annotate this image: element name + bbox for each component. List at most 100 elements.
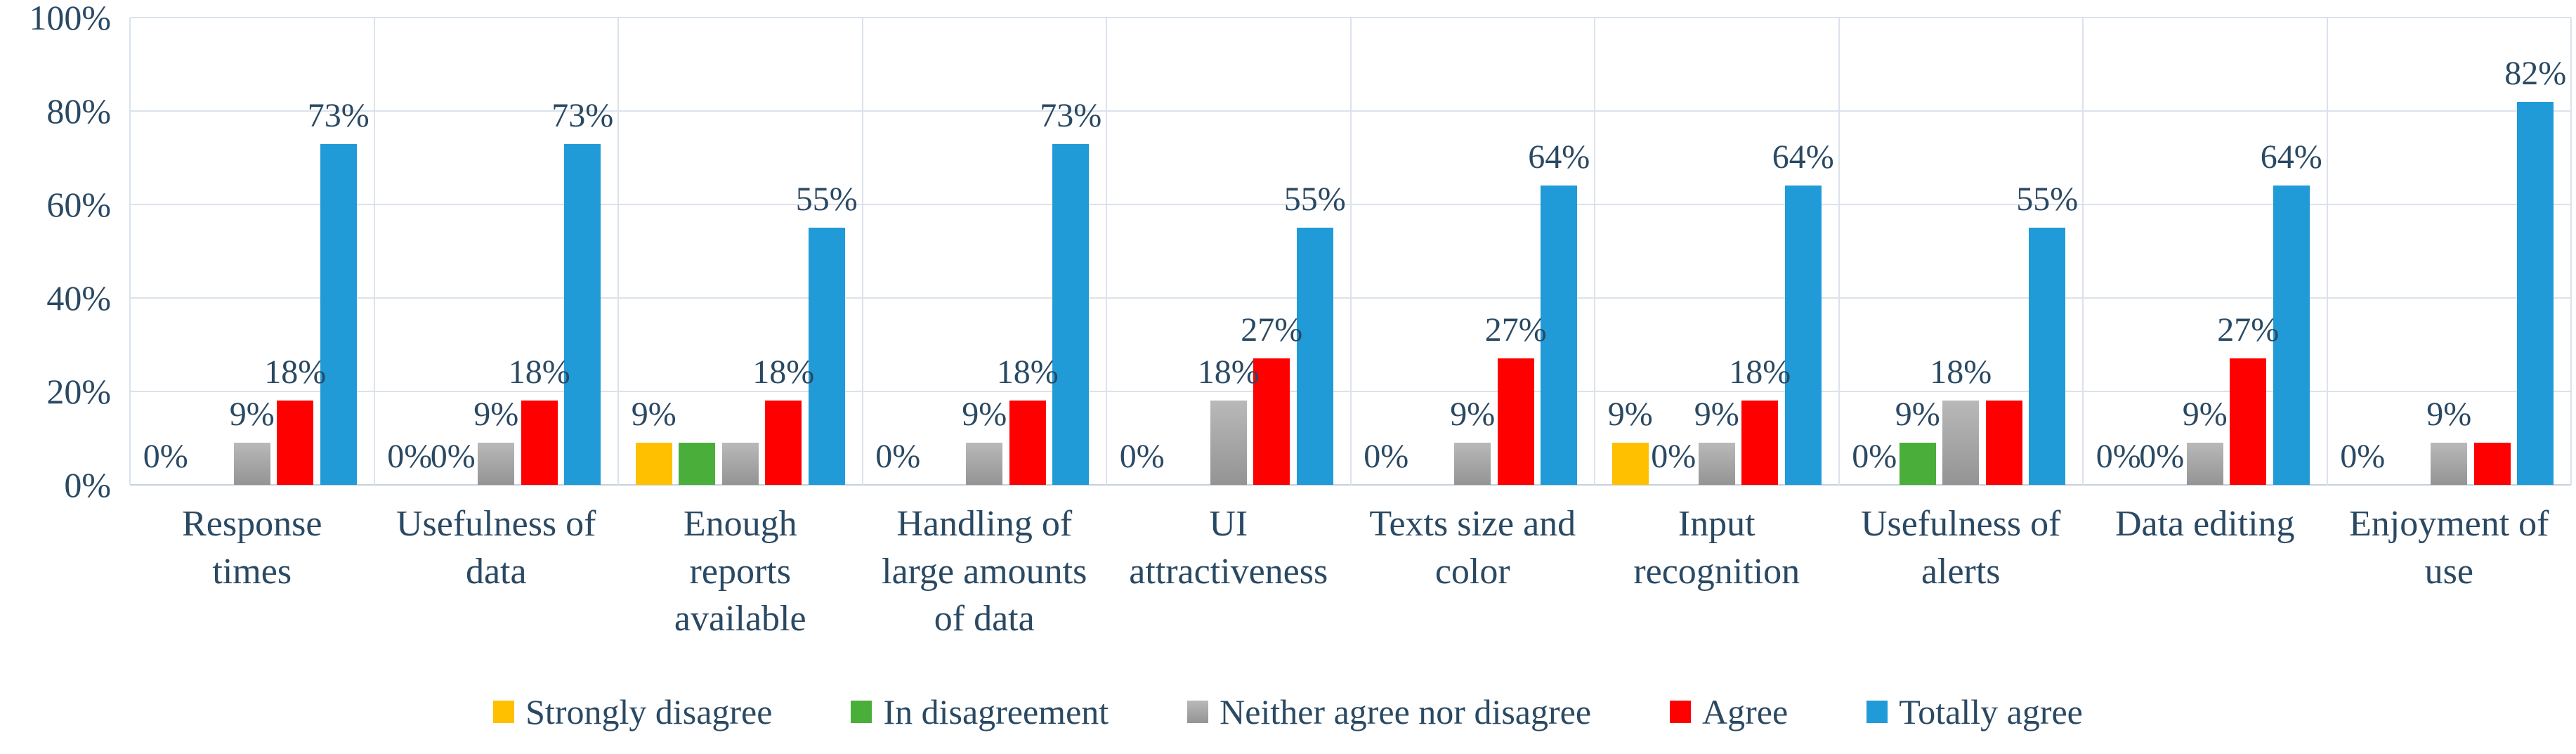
x-axis-category-label: Handling of large amounts of data <box>882 504 1087 639</box>
data-label: 55% <box>1283 181 1346 219</box>
category-separator-line <box>1350 18 1352 485</box>
data-label: 0% <box>1852 438 1897 475</box>
data-label: 9% <box>1895 396 1940 434</box>
bar-neither-agree-nor-disagree <box>478 443 515 485</box>
bar-agree <box>521 401 558 485</box>
x-axis-category-label: Response times <box>182 504 322 592</box>
bar-in-disagreement <box>679 443 716 485</box>
data-label: 27% <box>2217 311 2280 349</box>
data-label: 64% <box>2260 138 2322 176</box>
plot-right-border <box>2570 18 2572 485</box>
y-axis-tick-label: 0% <box>64 465 111 505</box>
data-label: 9% <box>2182 396 2228 434</box>
bar-strongly-disagree <box>1611 443 1649 485</box>
data-label: 9% <box>473 396 519 434</box>
x-axis-category-label: Enjoyment of use <box>2348 504 2549 592</box>
x-axis-category-label: Enough reports available <box>674 504 806 639</box>
x-axis-category-label: Usefulness of data <box>395 504 596 592</box>
data-label: 9% <box>2426 396 2472 434</box>
data-label: 55% <box>795 181 858 219</box>
data-label: 27% <box>1241 311 1303 349</box>
bar-neither-agree-nor-disagree <box>721 443 759 485</box>
bar-totally-agree <box>564 143 601 485</box>
bar-neither-agree-nor-disagree <box>2186 443 2223 485</box>
category-separator-line <box>1106 18 1107 485</box>
data-label: 0% <box>1119 438 1165 475</box>
data-label: 73% <box>307 96 370 134</box>
legend-item-strongly-disagree: Strongly disagree <box>493 693 772 731</box>
legend-item-agree: Agree <box>1670 693 1788 731</box>
legend-marker-neither-agree-nor-disagree <box>1187 701 1209 723</box>
category-separator-line <box>2327 18 2328 485</box>
data-label: 27% <box>1484 311 1547 349</box>
y-axis-tick-label: 40% <box>46 278 111 318</box>
category-separator-line <box>1838 18 1840 485</box>
bar-totally-agree <box>1296 228 1333 485</box>
bar-neither-agree-nor-disagree <box>1454 443 1491 485</box>
data-label: 18% <box>508 353 570 391</box>
data-label: 0% <box>2139 438 2185 475</box>
x-axis-category-label: Texts size and color <box>1369 504 1576 592</box>
plot-left-border <box>129 18 131 485</box>
bar-agree <box>1985 401 2022 485</box>
bar-neither-agree-nor-disagree <box>233 443 270 485</box>
bar-neither-agree-nor-disagree <box>1210 401 1247 485</box>
legend-marker-agree <box>1670 701 1692 723</box>
data-label: 64% <box>1772 138 1834 176</box>
x-axis-category-label: Input recognition <box>1633 504 1800 592</box>
bar-agree <box>1741 401 1779 485</box>
x-axis-line <box>130 484 2571 486</box>
legend-label: Agree <box>1702 692 1789 732</box>
chart-legend: Strongly disagree In disagreement Neither … <box>0 693 2576 731</box>
category-separator-line <box>617 18 619 485</box>
bar-totally-agree <box>320 143 357 485</box>
legend-item-totally-agree: Totally agree <box>1866 693 2083 731</box>
bar-agree <box>1497 358 1534 485</box>
legend-marker-strongly-disagree <box>493 701 515 723</box>
legend-item-in-disagreement: In disagreement <box>851 693 1109 731</box>
bar-agree <box>277 401 314 485</box>
data-label: 0% <box>1364 438 1409 475</box>
data-label: 9% <box>1450 396 1496 434</box>
bar-neither-agree-nor-disagree <box>1698 443 1735 485</box>
data-label: 9% <box>229 396 275 434</box>
data-label: 18% <box>1197 353 1260 391</box>
bar-agree <box>2230 358 2267 485</box>
bar-totally-agree <box>2029 228 2066 485</box>
category-separator-line <box>1594 18 1595 485</box>
legend-item-neither-agree-nor-disagree: Neither agree nor disagree <box>1187 693 1591 731</box>
data-label: 0% <box>1651 438 1696 475</box>
data-label: 0% <box>2096 438 2141 475</box>
legend-marker-totally-agree <box>1866 701 1888 723</box>
category-separator-line <box>374 18 375 485</box>
data-label: 0% <box>430 438 476 475</box>
data-label: 9% <box>1694 396 1739 434</box>
data-label: 18% <box>1930 353 1992 391</box>
bar-neither-agree-nor-disagree <box>2431 443 2468 485</box>
bar-agree <box>765 401 802 485</box>
bar-agree <box>1253 358 1290 485</box>
bar-strongly-disagree <box>635 443 672 485</box>
x-axis-category-label: UI attractiveness <box>1129 504 1328 592</box>
data-label: 55% <box>2016 181 2079 219</box>
bar-agree <box>1009 401 1046 485</box>
data-label: 73% <box>551 96 614 134</box>
category-separator-line <box>2082 18 2084 485</box>
bar-totally-agree <box>1784 186 1822 485</box>
data-label: 18% <box>264 353 327 391</box>
data-label: 18% <box>1729 353 1791 391</box>
data-label: 82% <box>2504 54 2567 92</box>
bar-totally-agree <box>808 228 845 485</box>
data-label: 0% <box>143 438 188 475</box>
y-axis-tick-label: 80% <box>46 91 111 131</box>
bar-in-disagreement <box>1899 443 1936 485</box>
bar-totally-agree <box>2273 186 2310 485</box>
bar-agree <box>2473 443 2511 485</box>
bar-neither-agree-nor-disagree <box>966 443 1003 485</box>
data-label: 18% <box>752 353 815 391</box>
legend-label: Neither agree nor disagree <box>1220 692 1592 732</box>
bar-totally-agree <box>1052 143 1090 485</box>
data-label: 0% <box>387 438 433 475</box>
data-label: 9% <box>631 396 676 434</box>
